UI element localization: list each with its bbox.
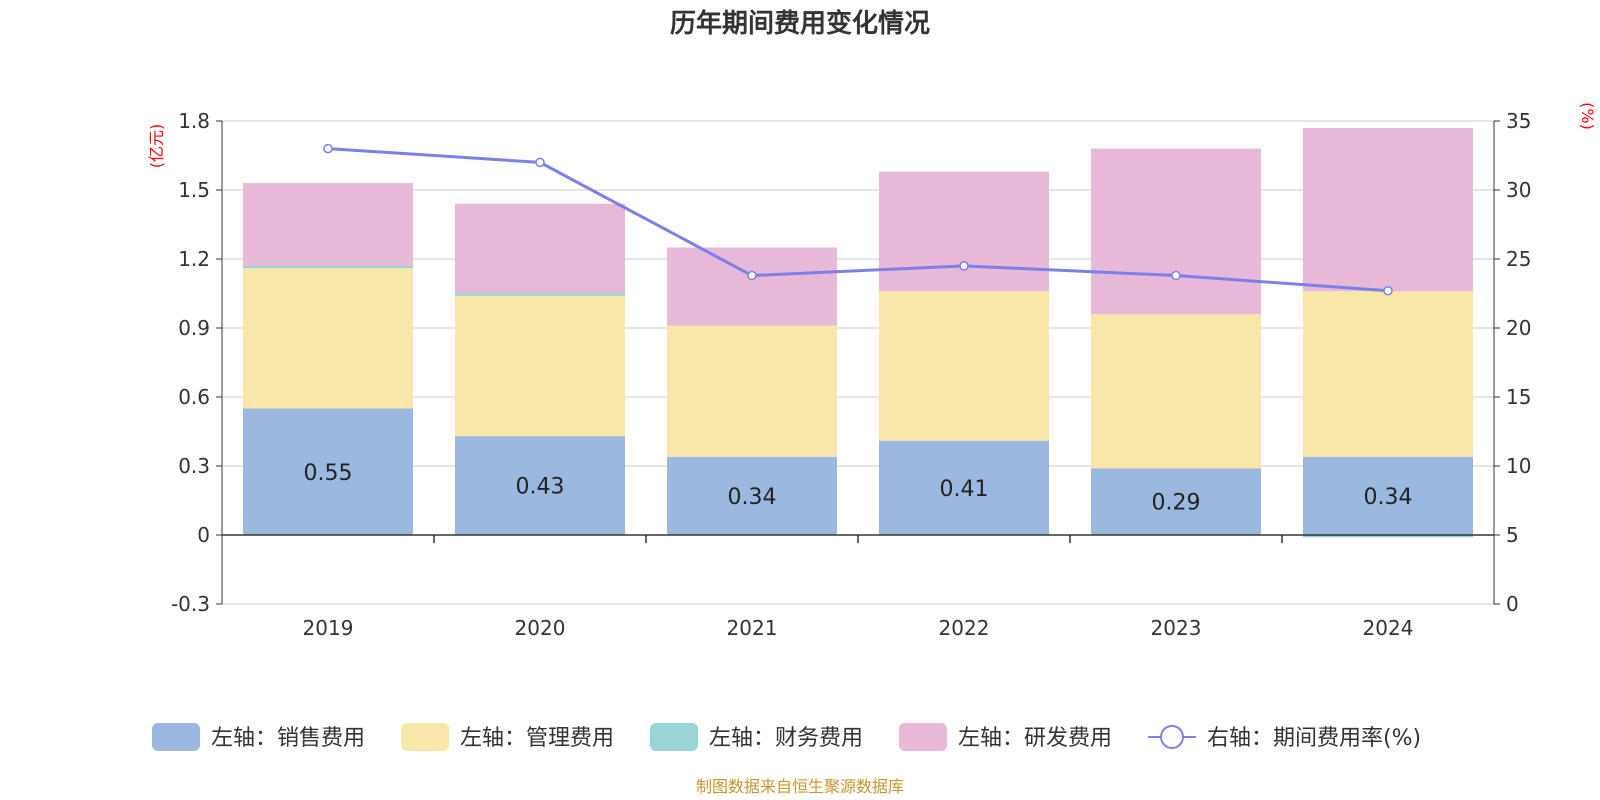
left-tick-label: 0.6 bbox=[178, 385, 210, 409]
bar-segment bbox=[879, 171, 1049, 292]
legend-swatch bbox=[401, 723, 449, 751]
bar-segment bbox=[667, 325, 837, 457]
bar-segment bbox=[879, 440, 1049, 535]
bar-segment bbox=[243, 183, 413, 266]
bar-segment bbox=[667, 456, 837, 535]
line-series-group bbox=[323, 143, 1393, 296]
right-tick-label: 5 bbox=[1506, 523, 1519, 547]
bar-segment bbox=[455, 203, 625, 294]
right-axis-unit: (%) bbox=[1578, 102, 1597, 130]
axes: -0.3 0 0.3 0.6 0.9 1.2 1.5 1.8 0 5 10 15 20 25 30 35 201… bbox=[171, 109, 1531, 640]
right-tick-label: 35 bbox=[1506, 109, 1531, 133]
bar-segment bbox=[1303, 456, 1473, 535]
bar-data-label: 0.34 bbox=[1364, 485, 1413, 510]
data-source-note: 制图数据来自恒生聚源数据库 bbox=[696, 777, 904, 796]
left-tick-label: 0.3 bbox=[178, 454, 210, 478]
x-tick-label: 2021 bbox=[727, 616, 778, 640]
left-tick-label: 1.2 bbox=[178, 247, 210, 271]
legend-swatch bbox=[899, 723, 947, 751]
bar-segment bbox=[455, 293, 625, 296]
bar-segment bbox=[1091, 148, 1261, 315]
right-tick-label: 0 bbox=[1506, 592, 1519, 616]
legend-label: 右轴：期间费用率(%) bbox=[1207, 726, 1421, 751]
legend-label: 左轴：研发费用 bbox=[958, 726, 1112, 751]
chart-title: 历年期间费用变化情况 bbox=[670, 8, 930, 39]
legend-label: 左轴：管理费用 bbox=[460, 726, 614, 751]
left-tick-label: 0 bbox=[197, 523, 210, 547]
right-tick-label: 10 bbox=[1506, 454, 1531, 478]
bar-data-label: 0.41 bbox=[940, 477, 989, 502]
left-tick-label: 1.5 bbox=[178, 178, 210, 202]
bar-data-label: 0.55 bbox=[304, 461, 353, 486]
bar-segment bbox=[455, 295, 625, 437]
left-tick-label: 1.8 bbox=[178, 109, 210, 133]
bar-segment bbox=[667, 247, 837, 326]
rate-point bbox=[1383, 285, 1393, 296]
x-tick-label: 2023 bbox=[1151, 616, 1202, 640]
x-tick-label: 2020 bbox=[515, 616, 566, 640]
legend-label: 左轴：销售费用 bbox=[211, 726, 365, 751]
bar-segment bbox=[243, 408, 413, 535]
rate-point bbox=[959, 261, 969, 271]
left-tick-label: -0.3 bbox=[171, 592, 210, 616]
bar-segment bbox=[1091, 468, 1261, 535]
left-tick-label: 0.9 bbox=[178, 316, 210, 340]
x-tick-label: 2019 bbox=[303, 616, 354, 640]
legend-label: 左轴：财务费用 bbox=[709, 726, 863, 751]
bar-segment bbox=[1091, 314, 1261, 469]
bar-segment bbox=[1303, 535, 1473, 538]
right-tick-label: 30 bbox=[1506, 178, 1531, 202]
rate-point bbox=[323, 143, 333, 154]
bar-segment bbox=[1303, 127, 1473, 292]
rate-line bbox=[327, 147, 1389, 293]
bar-segment bbox=[879, 291, 1049, 441]
bar-segment bbox=[455, 436, 625, 535]
bar-data-label: 0.43 bbox=[516, 475, 565, 500]
bar-segment bbox=[243, 265, 413, 269]
bar-segment bbox=[1303, 291, 1473, 457]
legend: 左轴：销售费用 左轴：管理费用 左轴：财务费用 左轴：研发费用 右轴：期间费用率(%) bbox=[152, 723, 1421, 751]
x-tick-label: 2022 bbox=[939, 616, 990, 640]
bar-stack-group: 0.55 0.43 0.34 0.41 0.29 0.34 bbox=[243, 127, 1473, 538]
bar-data-label: 0.34 bbox=[728, 485, 777, 510]
rate-point bbox=[747, 270, 757, 281]
rate-point bbox=[1171, 270, 1181, 281]
rate-point bbox=[535, 157, 545, 168]
x-tick-label: 2024 bbox=[1363, 616, 1414, 640]
right-tick-label: 20 bbox=[1506, 316, 1531, 340]
legend-swatch bbox=[152, 723, 200, 751]
left-axis-unit: (亿元) bbox=[147, 124, 166, 169]
right-tick-label: 25 bbox=[1506, 247, 1531, 271]
right-tick-label: 15 bbox=[1506, 385, 1531, 409]
legend-swatch bbox=[650, 723, 698, 751]
bar-data-label: 0.29 bbox=[1152, 491, 1201, 516]
bar-segment bbox=[243, 268, 413, 409]
legend-line-marker bbox=[1160, 725, 1184, 749]
